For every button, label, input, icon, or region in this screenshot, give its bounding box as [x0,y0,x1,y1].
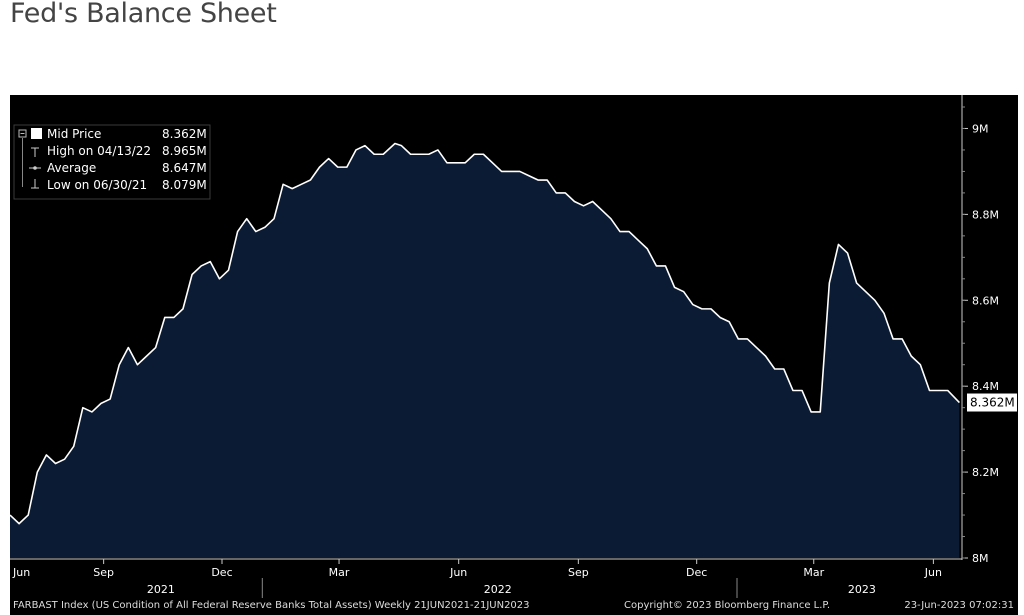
page-title: Fed's Balance Sheet [10,0,277,29]
series-line [10,142,960,525]
chart-panel: 8M 8.2M 8.4M 8.6M 8.8M 9M Jun Sep Dec Mar Jun Sep D… [10,95,1018,615]
x-tick-label: Jun [449,566,467,579]
axes-layer: 8M 8.2M 8.4M 8.6M 8.8M 9M Jun Sep Dec Mar Jun Sep D… [10,95,999,598]
year-label: 2022 [484,583,512,596]
x-tick-label: Mar [803,566,824,579]
legend-high-value: 8.965M [162,144,207,158]
plot-layer [10,142,960,558]
legend-series-value: 8.362M [162,127,207,141]
year-label: 2023 [848,583,876,596]
footer-copyright: Copyright© 2023 Bloomberg Finance L.P. [624,600,830,611]
legend-low-label: Low on 06/30/21 [47,178,147,192]
series-area [10,143,960,558]
chart-footer: FARBAST Index (US Condition of All Feder… [13,600,1014,611]
legend-series-swatch [31,128,42,139]
y-tick-label: 8.4M [972,380,999,393]
y-tick-label: 8M [972,552,989,565]
high-marker-icon [31,147,39,157]
average-marker-icon [33,166,37,170]
legend-average-label: Average [47,161,96,175]
legend: Mid Price 8.362M High on 04/13/22 8.965M… [13,124,211,200]
last-value-box [967,393,1017,412]
legend-low-value: 8.079M [162,178,207,192]
low-marker-icon [31,179,39,189]
legend-box [13,124,211,200]
balance-sheet-chart: 8M 8.2M 8.4M 8.6M 8.8M 9M Jun Sep Dec Mar Jun Sep D… [10,95,1017,611]
last-value-tag: 8.362M [967,393,1017,412]
x-tick-label: Mar [329,566,350,579]
y-tick-label: 8.2M [972,466,999,479]
x-tick-label: Dec [211,566,232,579]
y-axis-ticks: 8M 8.2M 8.4M 8.6M 8.8M 9M [962,106,999,565]
legend-collapse-icon[interactable] [18,129,27,138]
x-tick-label: Dec [686,566,707,579]
x-tick-label: Sep [93,566,114,579]
year-label: 2021 [147,583,175,596]
x-axis-ticks: Jun Sep Dec Mar Jun Sep Dec Mar Jun 2021 2022 2023 [12,559,942,598]
x-tick-label: Jun [12,566,30,579]
footer-timestamp: 23-Jun-2023 07:02:31 [904,600,1014,611]
y-tick-label: 8.8M [972,208,999,221]
legend-series-label: Mid Price [47,127,101,141]
x-tick-label: Sep [568,566,589,579]
y-tick-label: 8.6M [972,294,999,307]
y-tick-label: 9M [972,122,989,135]
x-tick-label: Jun [924,566,942,579]
last-value-label: 8.362M [970,396,1015,410]
legend-average-value: 8.647M [162,161,207,175]
footer-source: FARBAST Index (US Condition of All Feder… [13,600,530,611]
legend-high-label: High on 04/13/22 [47,144,151,158]
